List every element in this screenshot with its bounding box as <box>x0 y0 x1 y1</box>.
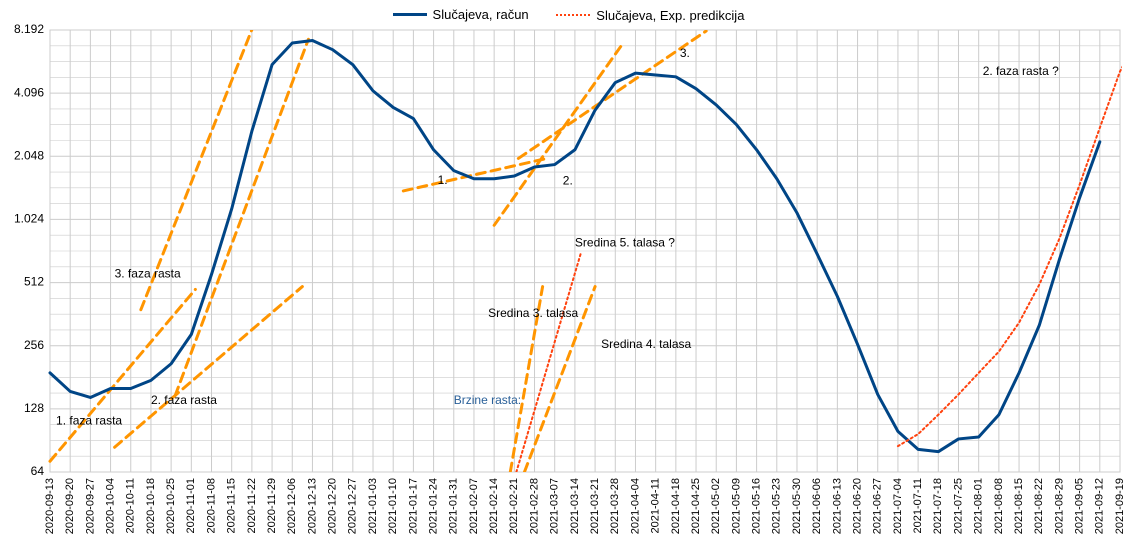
svg-text:2021-07-04: 2021-07-04 <box>892 478 904 534</box>
annotation-lbl2: 2. <box>563 174 573 188</box>
svg-text:8.192: 8.192 <box>14 22 44 36</box>
svg-text:2021-08-01: 2021-08-01 <box>973 478 985 534</box>
annotation-sred5: Sredina 5. talasa ? <box>575 236 675 250</box>
svg-text:2021-01-03: 2021-01-03 <box>367 478 379 534</box>
svg-text:2020-09-27: 2020-09-27 <box>84 478 96 534</box>
svg-text:2021-09-05: 2021-09-05 <box>1074 478 1086 534</box>
svg-text:2021-06-27: 2021-06-27 <box>872 478 884 534</box>
svg-text:2020-10-04: 2020-10-04 <box>104 478 116 534</box>
svg-text:2021-04-18: 2021-04-18 <box>670 478 682 534</box>
svg-text:2021-02-28: 2021-02-28 <box>528 478 540 534</box>
svg-text:2020-11-15: 2020-11-15 <box>226 478 238 533</box>
svg-text:2021-05-02: 2021-05-02 <box>710 478 722 534</box>
svg-text:2021-09-12: 2021-09-12 <box>1094 478 1106 534</box>
svg-text:1.024: 1.024 <box>14 212 44 226</box>
svg-text:2021-08-15: 2021-08-15 <box>1013 478 1025 534</box>
annotation-sred3: Sredina 3. talasa <box>488 306 578 320</box>
svg-text:2020-11-29: 2020-11-29 <box>266 478 278 533</box>
svg-text:2021-03-28: 2021-03-28 <box>609 478 621 534</box>
annotation-lbl3: 3. <box>680 46 690 60</box>
annotation-faza1: 1. faza rasta <box>56 413 122 427</box>
svg-text:2021-01-24: 2021-01-24 <box>427 478 439 534</box>
svg-text:2020-10-18: 2020-10-18 <box>145 478 157 534</box>
annotation-brzine: Brzine rasta: <box>454 393 521 407</box>
svg-text:2021-06-20: 2021-06-20 <box>851 478 863 534</box>
annotation-faza2r: 2. faza rasta ? <box>983 64 1059 78</box>
svg-text:2021-09-19: 2021-09-19 <box>1114 478 1126 534</box>
svg-text:2020-11-22: 2020-11-22 <box>246 478 258 533</box>
svg-text:2020-09-13: 2020-09-13 <box>44 478 56 534</box>
legend: Slučajeva, račun Slučajeva, Exp. predikc… <box>0 4 1137 23</box>
svg-text:2021-08-08: 2021-08-08 <box>993 478 1005 534</box>
svg-text:2021-06-13: 2021-06-13 <box>831 478 843 534</box>
svg-text:2020-09-20: 2020-09-20 <box>64 478 76 534</box>
legend-item-main: Slučajeva, račun <box>393 7 529 22</box>
svg-text:2020-10-11: 2020-10-11 <box>125 478 137 533</box>
svg-text:2021-03-14: 2021-03-14 <box>569 478 581 534</box>
legend-swatch-main <box>393 13 427 16</box>
svg-text:2021-06-06: 2021-06-06 <box>811 478 823 534</box>
svg-text:2.048: 2.048 <box>14 148 44 162</box>
svg-text:2021-04-04: 2021-04-04 <box>629 478 641 534</box>
annotation-lbl1: 1. <box>438 173 448 187</box>
chart-container: Slučajeva, račun Slučajeva, Exp. predikc… <box>0 0 1137 556</box>
svg-text:2021-02-21: 2021-02-21 <box>508 478 520 534</box>
svg-text:2021-05-09: 2021-05-09 <box>730 478 742 534</box>
svg-text:2021-01-10: 2021-01-10 <box>387 478 399 534</box>
legend-item-pred: Slučajeva, Exp. predikcija <box>556 8 744 23</box>
svg-text:2020-10-25: 2020-10-25 <box>165 478 177 534</box>
svg-text:2021-05-30: 2021-05-30 <box>791 478 803 534</box>
svg-text:2021-05-23: 2021-05-23 <box>771 478 783 534</box>
legend-swatch-pred <box>556 14 590 16</box>
svg-text:2021-04-11: 2021-04-11 <box>650 478 662 533</box>
svg-text:2020-12-06: 2020-12-06 <box>286 478 298 534</box>
svg-text:2021-01-31: 2021-01-31 <box>448 478 460 534</box>
svg-text:2021-07-11: 2021-07-11 <box>912 478 924 533</box>
svg-text:2020-12-13: 2020-12-13 <box>306 478 318 534</box>
svg-text:2021-07-25: 2021-07-25 <box>952 478 964 534</box>
annotation-faza2: 2. faza rasta <box>151 393 217 407</box>
annotation-sred4: Sredina 4. talasa <box>601 337 691 351</box>
svg-text:2021-03-07: 2021-03-07 <box>549 478 561 534</box>
svg-text:2021-01-17: 2021-01-17 <box>407 478 419 534</box>
svg-text:2021-08-22: 2021-08-22 <box>1033 478 1045 534</box>
svg-text:2021-03-21: 2021-03-21 <box>589 478 601 534</box>
svg-text:64: 64 <box>31 464 45 478</box>
svg-text:2021-08-29: 2021-08-29 <box>1053 478 1065 534</box>
svg-text:2021-05-16: 2021-05-16 <box>751 478 763 534</box>
svg-text:2020-11-08: 2020-11-08 <box>205 478 217 533</box>
annotation-faza3: 3. faza rasta <box>115 267 181 281</box>
svg-text:2020-12-27: 2020-12-27 <box>347 478 359 534</box>
chart-svg: 64 128 256 512 1.024 2.048 4.096 8.192 2020-09-1… <box>0 0 1137 556</box>
svg-text:512: 512 <box>24 275 44 289</box>
svg-text:4.096: 4.096 <box>14 85 44 99</box>
svg-text:2021-02-14: 2021-02-14 <box>488 478 500 534</box>
svg-text:2021-02-07: 2021-02-07 <box>468 478 480 534</box>
svg-text:256: 256 <box>24 338 44 352</box>
legend-label-pred: Slučajeva, Exp. predikcija <box>596 8 744 23</box>
svg-text:2021-07-18: 2021-07-18 <box>932 478 944 534</box>
legend-label-main: Slučajeva, račun <box>433 7 529 22</box>
svg-text:128: 128 <box>24 401 44 415</box>
svg-text:2021-04-25: 2021-04-25 <box>690 478 702 534</box>
svg-text:2020-11-01: 2020-11-01 <box>185 478 197 533</box>
svg-text:2020-12-20: 2020-12-20 <box>327 478 339 534</box>
